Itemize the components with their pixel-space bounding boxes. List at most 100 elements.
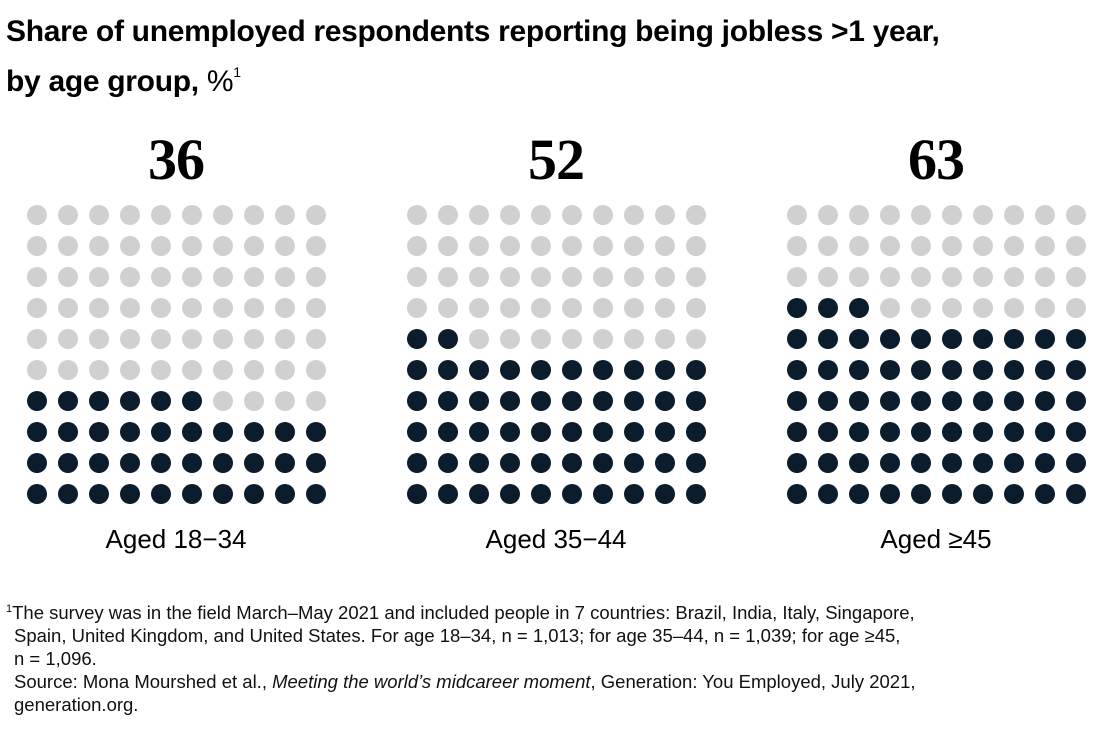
waffle-dot-filled	[120, 484, 140, 504]
waffle-dot-filled	[593, 453, 613, 473]
waffle-dot-filled	[849, 329, 869, 349]
waffle-dot-filled	[438, 391, 458, 411]
waffle-dot-empty	[244, 391, 264, 411]
waffle-dot-filled	[89, 391, 109, 411]
waffle-dot-empty	[120, 298, 140, 318]
waffle-dot-filled	[973, 329, 993, 349]
waffle-dot-filled	[500, 453, 520, 473]
waffle-dot-empty	[1004, 298, 1024, 318]
waffle-dot-empty	[686, 298, 706, 318]
waffle-dot-empty	[1035, 267, 1055, 287]
waffle-dot-filled	[469, 453, 489, 473]
waffle-dot-filled	[89, 422, 109, 442]
waffle-dot-filled	[880, 391, 900, 411]
waffle-dot-filled	[849, 422, 869, 442]
waffle-dot-empty	[973, 205, 993, 225]
waffle-dot-empty	[686, 205, 706, 225]
waffle-dot-empty	[531, 267, 551, 287]
waffle-dot-empty	[89, 205, 109, 225]
waffle-dot-empty	[58, 298, 78, 318]
waffle-dot-empty	[244, 360, 264, 380]
waffle-dot-filled	[182, 484, 202, 504]
waffle-dot-filled	[655, 360, 675, 380]
waffle-dot-filled	[973, 453, 993, 473]
waffle-dot-filled	[438, 453, 458, 473]
waffle-dot-filled	[818, 298, 838, 318]
waffle-dot-empty	[1035, 205, 1055, 225]
waffle-dot-empty	[306, 205, 326, 225]
waffle-dot-filled	[911, 329, 931, 349]
waffle-dot-empty	[275, 391, 295, 411]
waffle-dot-filled	[1004, 329, 1024, 349]
chart-title: Share of unemployed respondents reportin…	[6, 12, 1096, 102]
waffle-dot-empty	[58, 236, 78, 256]
waffle-dot-empty	[213, 329, 233, 349]
waffle-dot-empty	[89, 298, 109, 318]
waffle-dot-filled	[686, 360, 706, 380]
waffle-dot-empty	[562, 236, 582, 256]
waffle-dot-filled	[531, 484, 551, 504]
waffle-dot-empty	[182, 360, 202, 380]
category-label-45-plus: Aged ≥45	[880, 524, 992, 554]
waffle-dot-empty	[593, 205, 613, 225]
waffle-dot-filled	[686, 484, 706, 504]
waffle-dot-filled	[182, 453, 202, 473]
waffle-dot-filled	[818, 453, 838, 473]
waffle-dot-filled	[880, 453, 900, 473]
waffle-dot-empty	[306, 329, 326, 349]
waffle-dot-filled	[58, 391, 78, 411]
waffle-dot-filled	[911, 360, 931, 380]
waffle-dot-empty	[849, 267, 869, 287]
waffle-dot-empty	[182, 236, 202, 256]
waffle-dot-filled	[624, 360, 644, 380]
waffle-dot-empty	[624, 205, 644, 225]
waffle-dot-filled	[531, 422, 551, 442]
waffle-dot-empty	[942, 267, 962, 287]
waffle-dot-empty	[27, 205, 47, 225]
waffle-dot-filled	[593, 391, 613, 411]
waffle-dot-empty	[655, 298, 675, 318]
waffle-dot-empty	[438, 236, 458, 256]
waffle-dot-empty	[624, 329, 644, 349]
waffle-dot-filled	[438, 329, 458, 349]
waffle-dot-empty	[593, 236, 613, 256]
waffle-dot-empty	[182, 205, 202, 225]
footnote-mark: 1	[6, 603, 13, 615]
waffle-dot-filled	[849, 298, 869, 318]
waffle-dot-filled	[407, 360, 427, 380]
waffle-dot-filled	[151, 391, 171, 411]
waffle-dot-filled	[120, 422, 140, 442]
waffle-dot-filled	[182, 391, 202, 411]
waffle-dot-filled	[818, 329, 838, 349]
waffle-dot-filled	[818, 391, 838, 411]
waffle-dot-filled	[89, 453, 109, 473]
waffle-dot-empty	[407, 205, 427, 225]
footnote-line1: 1The survey was in the field March–May 2…	[6, 602, 915, 623]
waffle-dot-empty	[787, 267, 807, 287]
waffle-dot-empty	[182, 267, 202, 287]
waffle-dot-filled	[1004, 422, 1024, 442]
waffle-dot-filled	[787, 329, 807, 349]
waffle-dot-empty	[1066, 205, 1086, 225]
waffle-dot-filled	[655, 453, 675, 473]
waffle-dot-filled	[27, 453, 47, 473]
waffle-dot-empty	[500, 236, 520, 256]
waffle-dot-filled	[500, 422, 520, 442]
waffle-dot-empty	[275, 360, 295, 380]
waffle-panel-45-plus: 63 Aged ≥45	[786, 120, 1114, 570]
waffle-grid-45-plus	[787, 205, 1086, 504]
waffle-dot-filled	[593, 360, 613, 380]
waffle-dot-filled	[973, 484, 993, 504]
waffle-dot-filled	[787, 422, 807, 442]
footnote-line3: n = 1,096.	[14, 648, 97, 669]
chart-title-unit: %	[206, 65, 234, 98]
waffle-dot-filled	[151, 484, 171, 504]
waffle-dot-empty	[275, 236, 295, 256]
waffle-dot-filled	[787, 453, 807, 473]
waffle-dot-filled	[655, 484, 675, 504]
waffle-dot-filled	[562, 453, 582, 473]
waffle-dot-empty	[531, 329, 551, 349]
waffle-dot-empty	[213, 205, 233, 225]
waffle-dot-filled	[818, 422, 838, 442]
waffle-dot-filled	[306, 453, 326, 473]
